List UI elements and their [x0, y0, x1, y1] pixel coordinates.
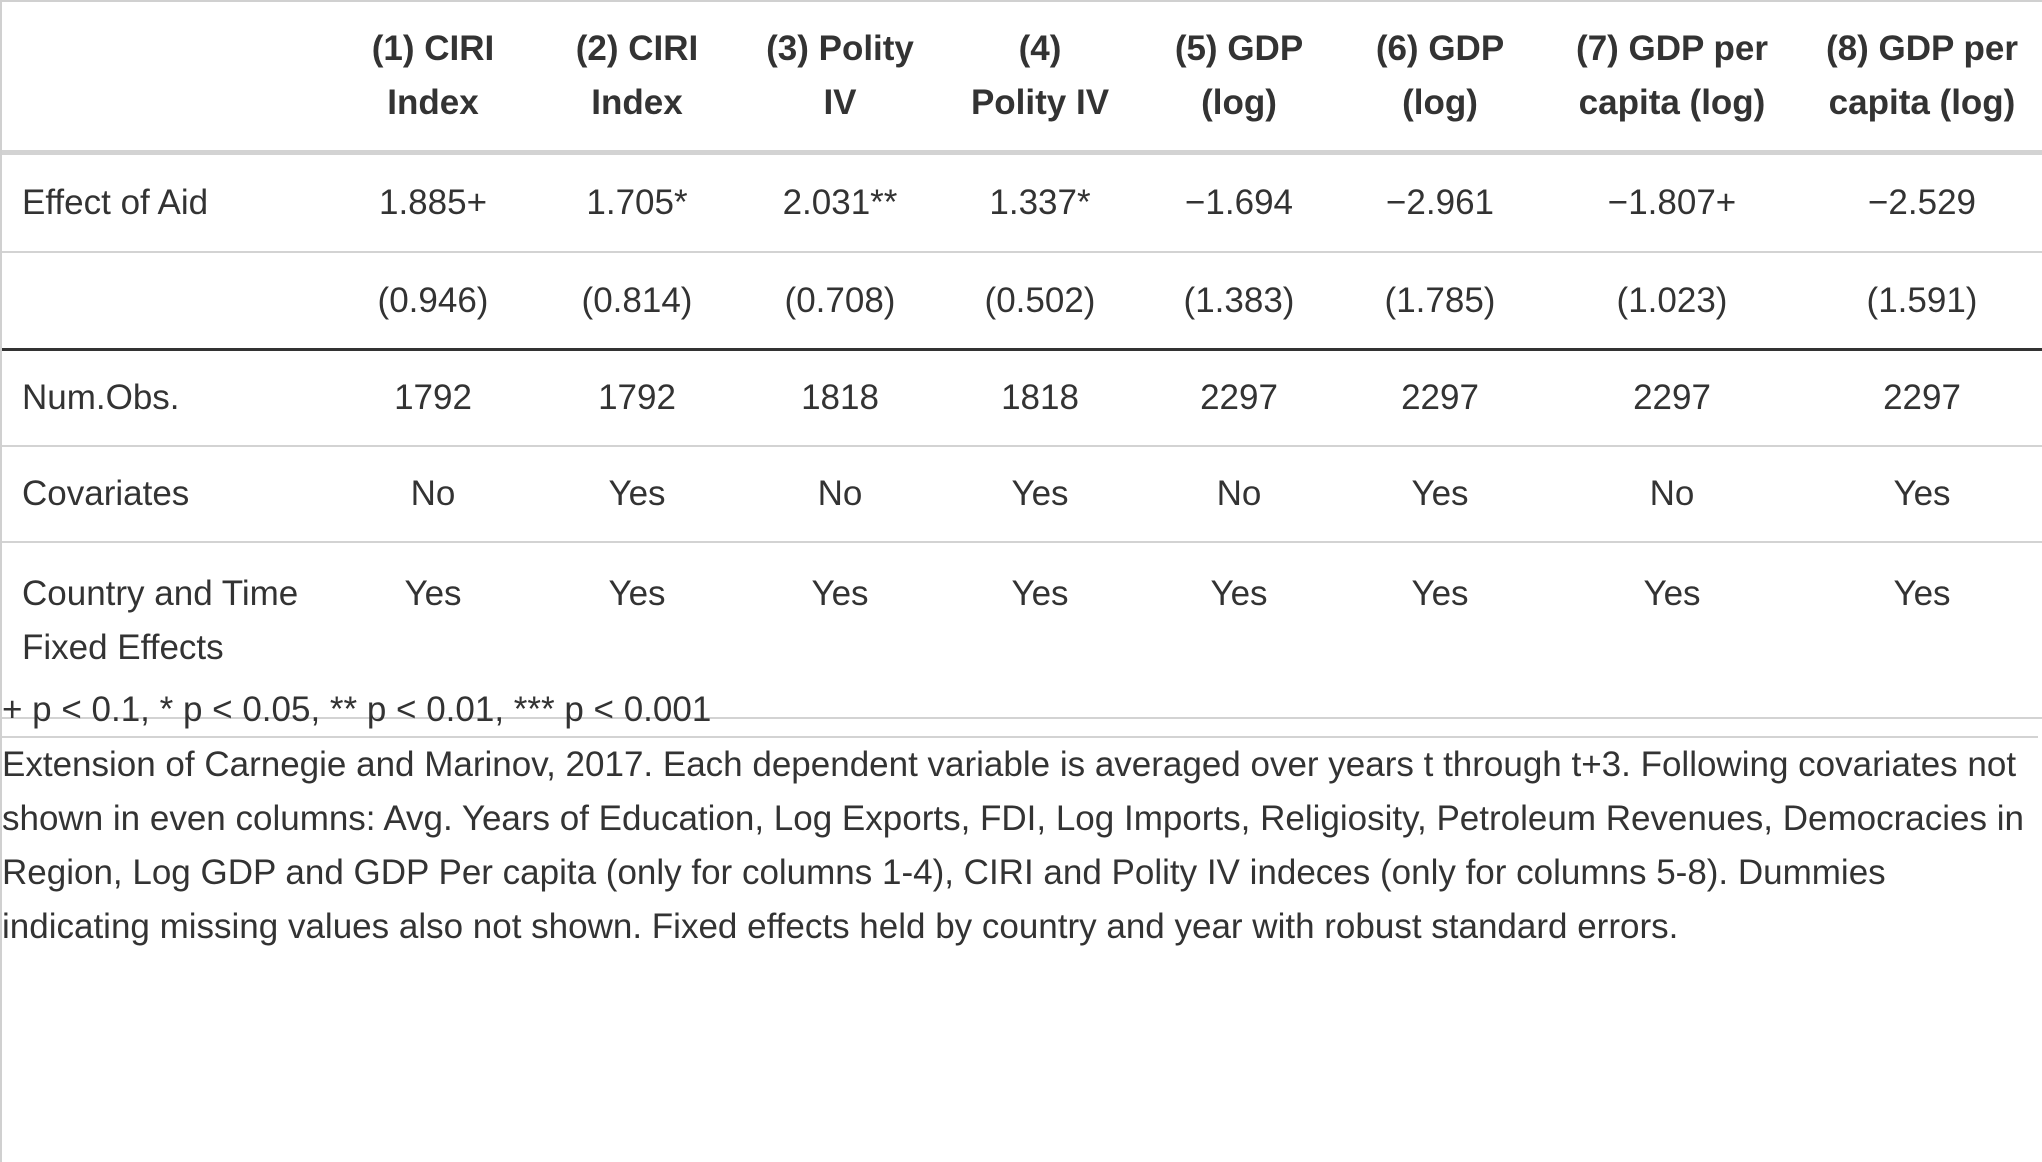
table-cell: Yes	[1802, 542, 2042, 719]
table-cell: Yes	[740, 542, 940, 719]
table-cell: Yes	[1802, 446, 2042, 543]
table-cell: (0.814)	[534, 252, 740, 351]
table-cell: 1792	[332, 349, 534, 447]
table-cell: −2.961	[1338, 152, 1542, 253]
column-header-line: capita (log)	[1578, 83, 1766, 122]
table-cell: (1.785)	[1338, 252, 1542, 351]
table-cell: 2297	[1338, 349, 1542, 447]
table-cell: −1.807+	[1542, 152, 1802, 253]
column-header-4: (4) Polity IV	[940, 2, 1140, 155]
table-cell: No	[1542, 446, 1802, 543]
table-cell: (0.946)	[332, 252, 534, 351]
row-label: Num.Obs.	[2, 349, 332, 447]
table-cell: No	[740, 446, 940, 543]
column-header-line: (log)	[1402, 83, 1478, 122]
table-cell: 1792	[534, 349, 740, 447]
column-header-line: (6) GDP	[1375, 29, 1505, 68]
column-header-8: (8) GDP per capita (log)	[1802, 2, 2042, 155]
significance-note: + p < 0.1, * p < 0.05, ** p < 0.01, *** …	[2, 684, 2038, 738]
row-label-line: Country and Time	[22, 574, 299, 613]
column-header-line: IV	[823, 83, 857, 122]
table-cell: Yes	[332, 542, 534, 719]
table-cell: Yes	[1140, 542, 1338, 719]
table-cell: Yes	[1542, 542, 1802, 719]
table-cell: Yes	[1338, 446, 1542, 543]
table-cell: (0.708)	[740, 252, 940, 351]
header-row: (1) CIRI Index (2) CIRI Index (3) Polity…	[2, 2, 2042, 155]
column-header-line: Polity IV	[970, 83, 1110, 122]
column-header-line: (log)	[1201, 83, 1277, 122]
regression-table: (1) CIRI Index (2) CIRI Index (3) Polity…	[2, 2, 2042, 719]
table-row-effect-of-aid: Effect of Aid 1.885+ 1.705* 2.031** 1.33…	[2, 152, 2042, 253]
table-cell: No	[1140, 446, 1338, 543]
column-header-3: (3) Polity IV	[740, 2, 940, 155]
table-row-covariates: Covariates No Yes No Yes No Yes No Yes	[2, 446, 2042, 543]
extension-note: Extension of Carnegie and Marinov, 2017.…	[2, 745, 2024, 946]
column-header-2: (2) CIRI Index	[534, 2, 740, 155]
column-header-5: (5) GDP (log)	[1140, 2, 1338, 155]
column-header-line: Index	[591, 83, 683, 122]
column-header-line: (8) GDP per	[1826, 29, 2018, 68]
table-cell: 1818	[740, 349, 940, 447]
column-header-line: (2) CIRI	[575, 29, 699, 68]
table-cell: 2297	[1140, 349, 1338, 447]
column-header-line: (4)	[1018, 29, 1062, 68]
column-header-line: (1) CIRI	[371, 29, 495, 68]
table-cell: 2.031**	[740, 152, 940, 253]
table-cell: 2297	[1542, 349, 1802, 447]
table-cell: Yes	[1338, 542, 1542, 719]
header-stub	[2, 2, 332, 155]
table-row-fixed-effects: Country and Time Fixed Effects Yes Yes Y…	[2, 542, 2042, 719]
column-header-line: (7) GDP per	[1576, 29, 1768, 68]
column-header-7: (7) GDP per capita (log)	[1542, 2, 1802, 155]
row-label: Covariates	[2, 446, 332, 543]
column-header-1: (1) CIRI Index	[332, 2, 534, 155]
table-cell: 1.337*	[940, 152, 1140, 253]
column-header-6: (6) GDP (log)	[1338, 2, 1542, 155]
table-notes: + p < 0.1, * p < 0.05, ** p < 0.01, *** …	[2, 684, 2038, 954]
table-cell: No	[332, 446, 534, 543]
column-header-line: Index	[387, 83, 479, 122]
row-label	[2, 252, 332, 351]
table-cell: Yes	[534, 446, 740, 543]
table-cell: Yes	[534, 542, 740, 719]
table-cell: (0.502)	[940, 252, 1140, 351]
table-cell: −1.694	[1140, 152, 1338, 253]
table-cell: Yes	[940, 542, 1140, 719]
table-cell: 1818	[940, 349, 1140, 447]
column-header-line: (3) Polity	[766, 29, 914, 68]
table-cell: Yes	[940, 446, 1140, 543]
table-cell: 1.705*	[534, 152, 740, 253]
table-row-standard-errors: (0.946) (0.814) (0.708) (0.502) (1.383) …	[2, 252, 2042, 351]
table-cell: 2297	[1802, 349, 2042, 447]
row-label-line: Fixed Effects	[22, 628, 224, 667]
column-header-line: (5) GDP	[1174, 29, 1304, 68]
table-row-num-obs: Num.Obs. 1792 1792 1818 1818 2297 2297 2…	[2, 349, 2042, 447]
table-cell: −2.529	[1802, 152, 2042, 253]
row-label: Country and Time Fixed Effects	[2, 542, 332, 719]
table-cell: (1.023)	[1542, 252, 1802, 351]
table-cell: 1.885+	[332, 152, 534, 253]
table-cell: (1.383)	[1140, 252, 1338, 351]
column-header-line: capita (log)	[1828, 83, 2016, 122]
table-cell: (1.591)	[1802, 252, 2042, 351]
row-label: Effect of Aid	[2, 152, 332, 253]
